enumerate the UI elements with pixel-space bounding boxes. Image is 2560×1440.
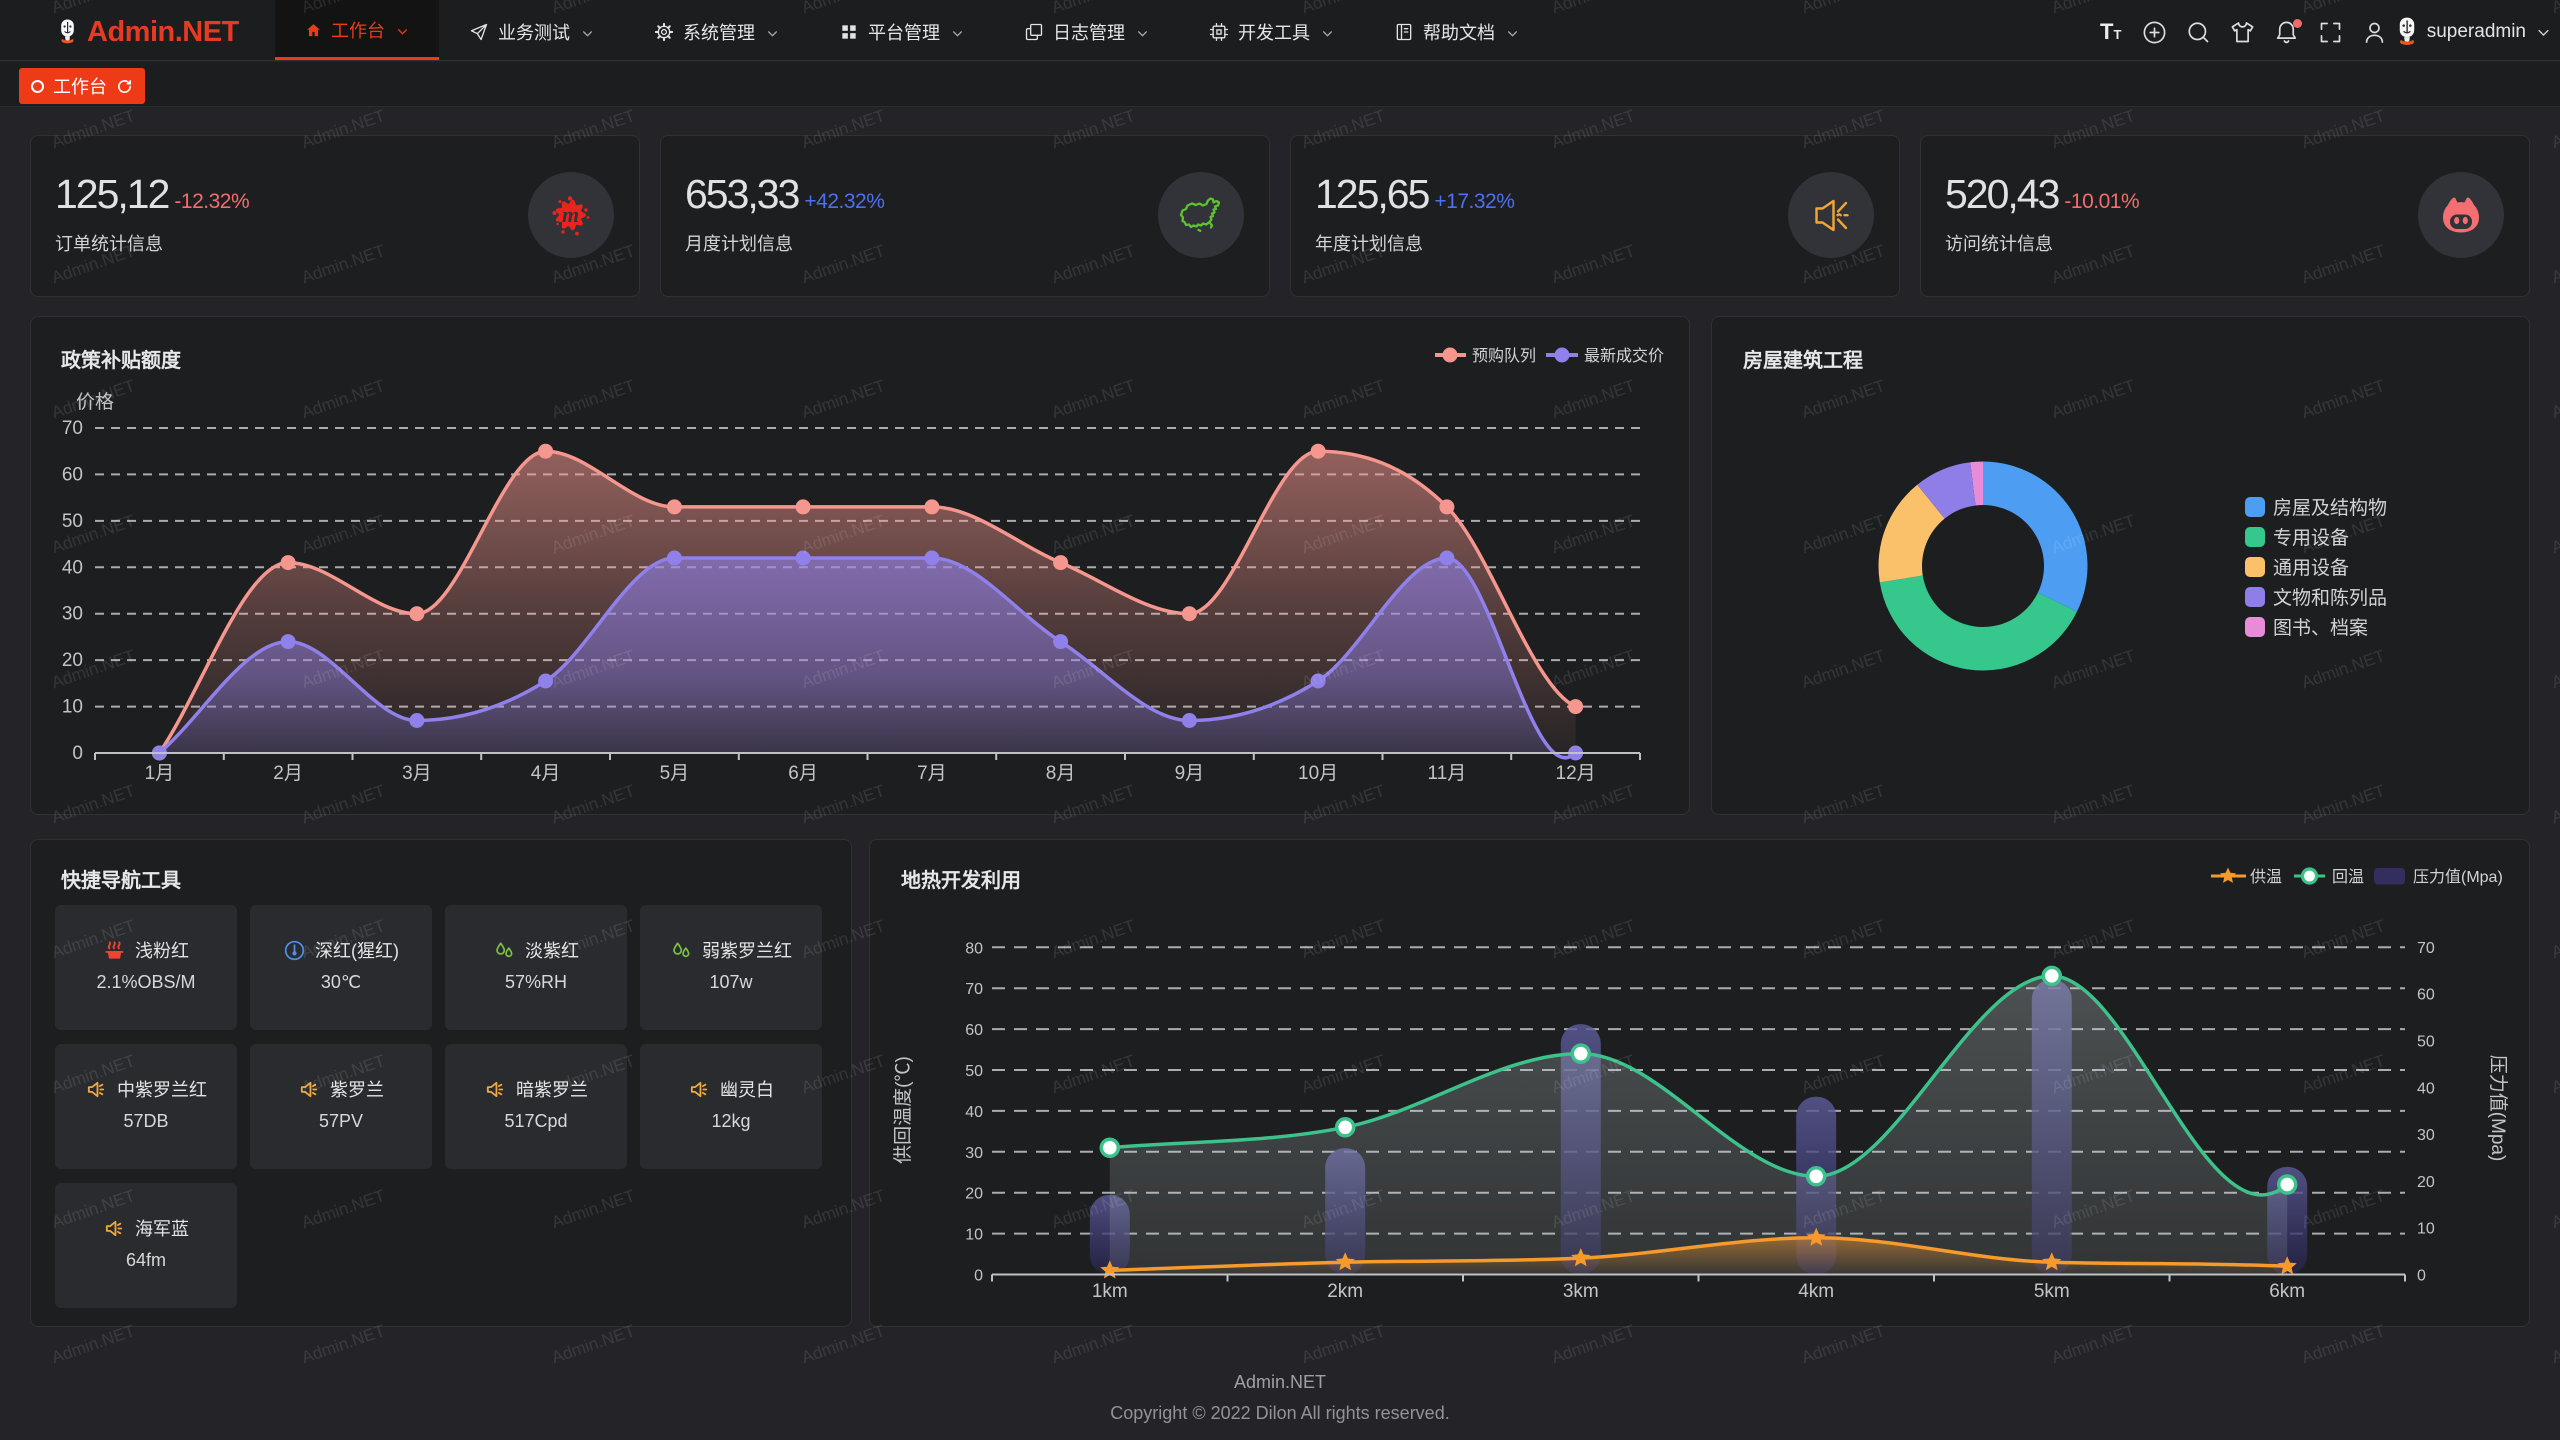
svg-text:m: m [562, 202, 579, 227]
